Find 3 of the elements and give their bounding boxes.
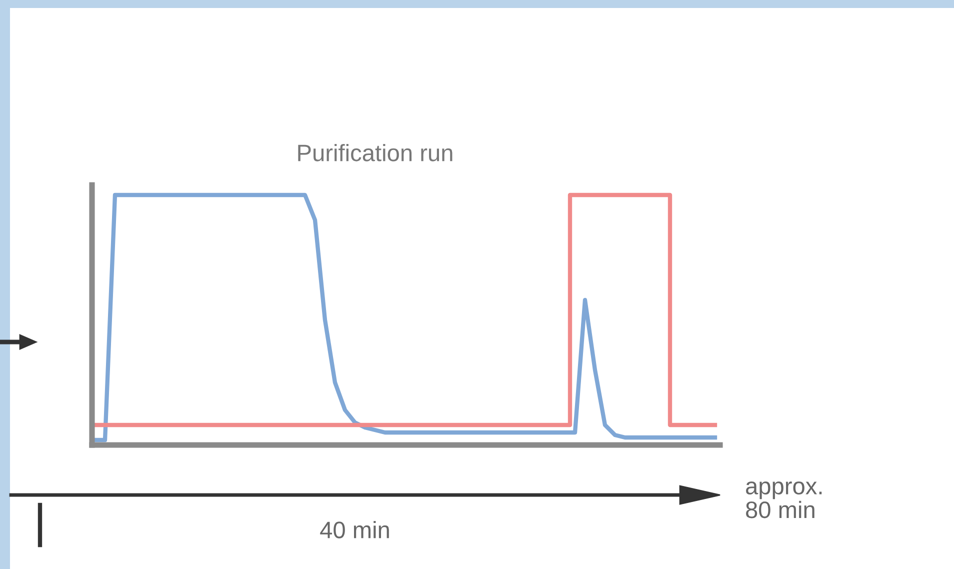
chart-title: Purification run [298, 144, 452, 162]
text: 40 min [320, 520, 389, 538]
text: approx. 80 min [746, 482, 822, 518]
